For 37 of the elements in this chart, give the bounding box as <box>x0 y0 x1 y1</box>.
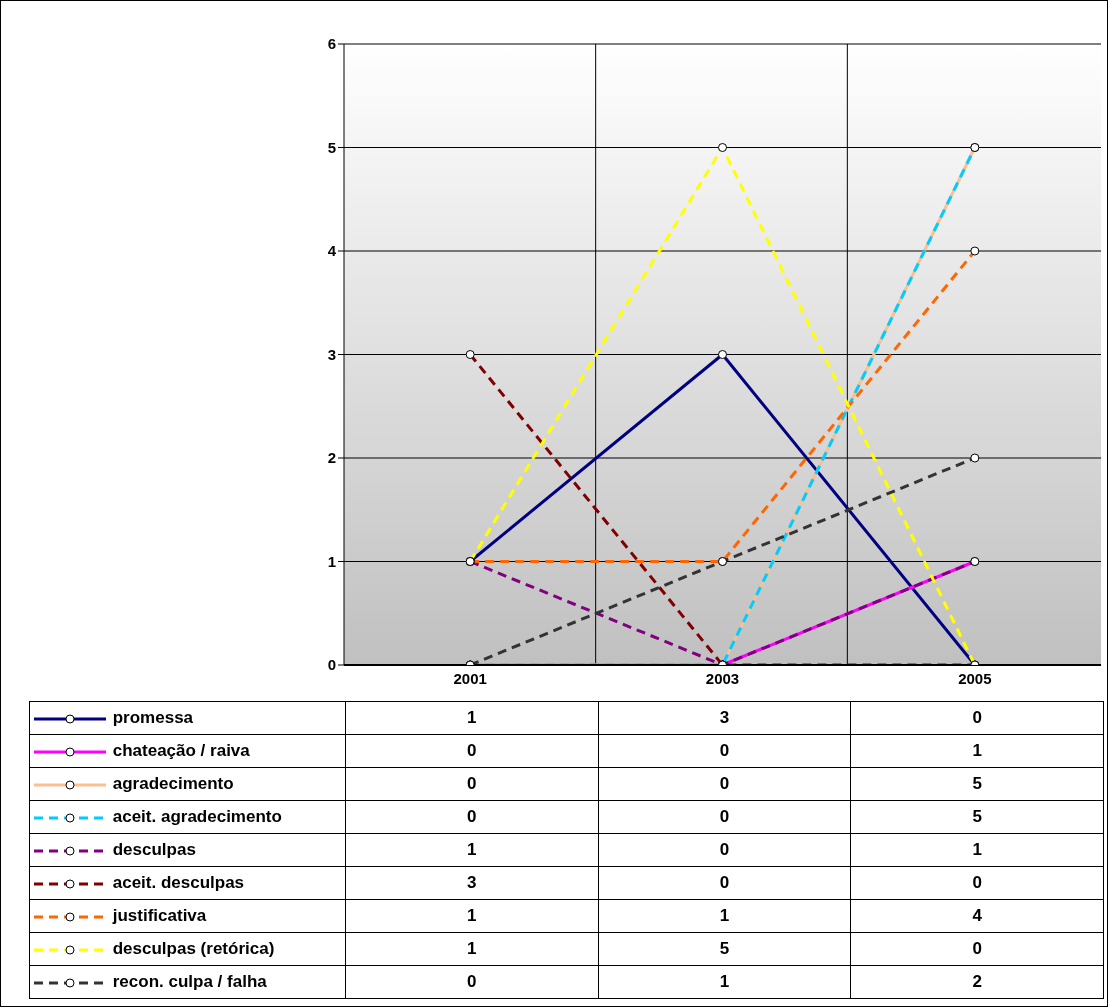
data-label: 2 <box>850 965 1104 999</box>
legend-label: chateação / raiva <box>112 741 250 760</box>
data-label: 5 <box>850 800 1104 834</box>
data-label: 0 <box>850 701 1104 735</box>
y-tick-label: 2 <box>327 449 336 467</box>
x-tick-label: 2003 <box>705 669 740 687</box>
y-tick-label: 4 <box>327 242 337 260</box>
y-tick-label: 1 <box>327 552 336 570</box>
data-label: 0 <box>598 734 851 768</box>
data-label: 1 <box>598 899 851 933</box>
legend-label: recon. culpa / falha <box>112 972 267 991</box>
data-label: 3 <box>598 701 851 735</box>
data-label: 5 <box>850 767 1104 801</box>
data-label: 0 <box>850 866 1104 900</box>
data-label: 0 <box>598 866 851 900</box>
data-label: 0 <box>598 833 851 867</box>
data-label: 0 <box>850 932 1104 966</box>
y-tick-label: 3 <box>327 345 336 363</box>
legend-label: aceit. agradecimento <box>112 807 282 826</box>
x-tick-label: 2001 <box>453 669 487 687</box>
data-label: 0 <box>598 767 851 801</box>
legend-label: desculpas <box>112 840 196 859</box>
legend-label: desculpas (retórica) <box>112 939 275 958</box>
y-tick-label: 0 <box>327 656 336 674</box>
legend-label: promessa <box>112 708 194 727</box>
legend-label: aceit. desculpas <box>112 873 245 892</box>
data-label: 1 <box>598 965 851 999</box>
y-tick-label: 6 <box>327 35 336 53</box>
data-label: 5 <box>598 932 851 966</box>
data-label: 4 <box>850 899 1104 933</box>
data-label: 1 <box>850 734 1104 768</box>
legend-label: justificativa <box>112 906 207 925</box>
legend-label: agradecimento <box>112 774 234 793</box>
x-tick-label: 2005 <box>958 669 992 687</box>
data-label: 1 <box>850 833 1104 867</box>
data-label: 0 <box>598 800 851 834</box>
y-tick-label: 5 <box>327 138 336 156</box>
